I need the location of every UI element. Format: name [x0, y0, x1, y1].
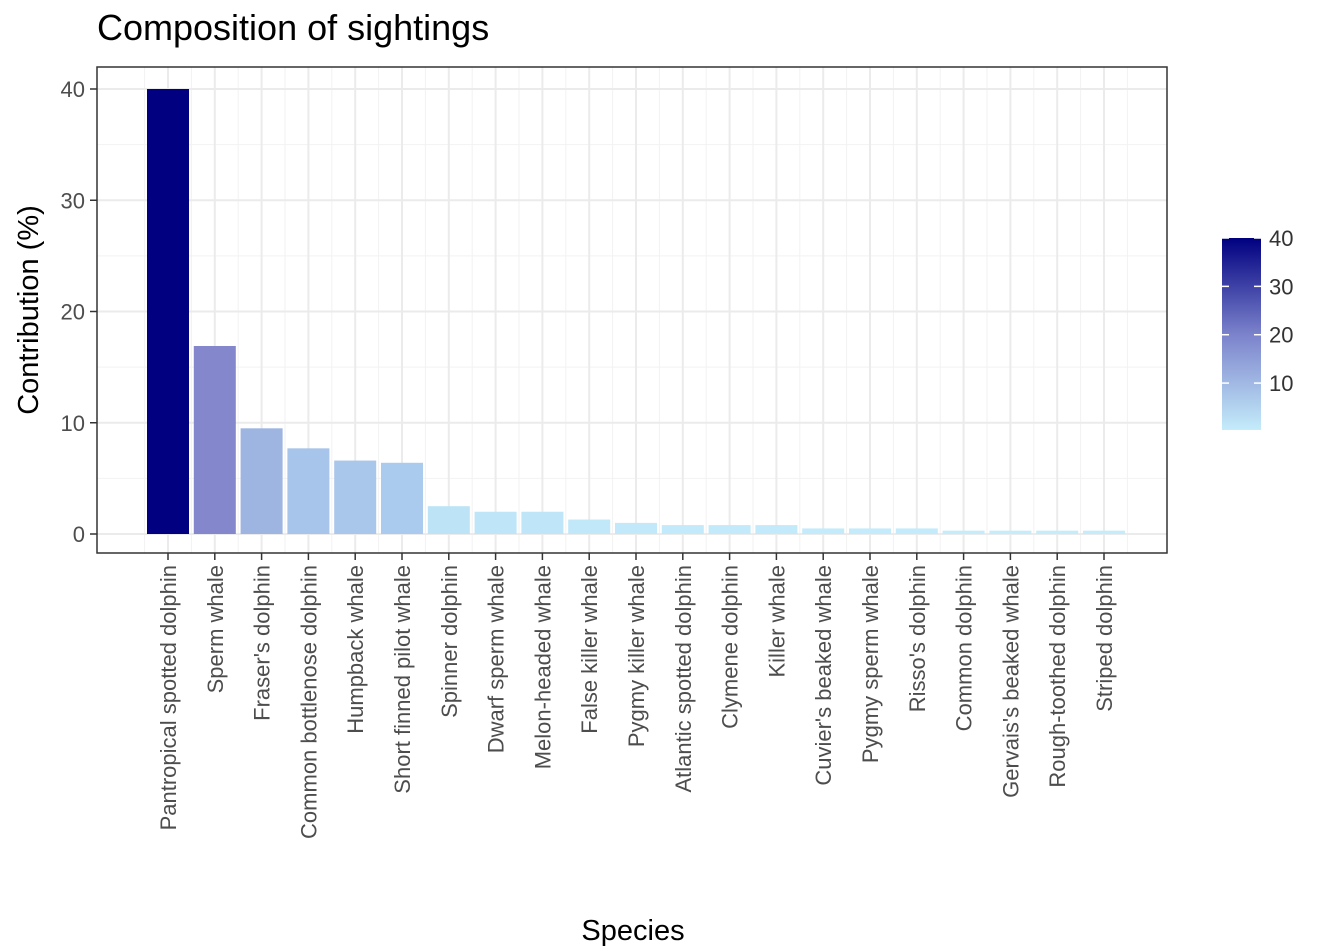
x-tick-label: Dwarf sperm whale [484, 565, 509, 753]
legend-label: 30 [1269, 274, 1293, 299]
bar [755, 525, 798, 534]
x-tick-label: Common dolphin [952, 565, 977, 731]
y-axis-title: Contribution (%) [13, 205, 45, 415]
bar [802, 528, 845, 534]
x-tick-label: Melon-headed whale [530, 565, 555, 769]
bar [1083, 530, 1125, 534]
x-tick-label: Spinner dolphin [437, 565, 462, 718]
bar [193, 345, 236, 534]
bar [989, 530, 1032, 534]
panel-border [96, 66, 1168, 554]
x-tick-label: Fraser's dolphin [250, 565, 275, 721]
legend-label: 20 [1269, 323, 1293, 348]
bar [895, 528, 938, 534]
x-tick-label: Short finned pilot whale [390, 565, 415, 794]
x-tick-label: Cuvier's beaked whale [811, 565, 836, 786]
bar [521, 511, 564, 534]
bar [942, 530, 985, 534]
x-tick-label: Clymene dolphin [718, 565, 743, 729]
plot-panel [96, 66, 1168, 554]
x-tick-label: Pantropical spotted dolphin [156, 565, 181, 830]
y-tick-label: 0 [73, 522, 85, 547]
x-axis: Pantropical spotted dolphin Sperm whale Fr… [156, 553, 1117, 839]
bar [849, 528, 891, 534]
bar [708, 525, 751, 534]
x-tick-label: Pygmy sperm whale [858, 565, 883, 763]
x-tick-label: Killer whale [764, 565, 789, 678]
bar [474, 511, 517, 534]
legend-label: 10 [1269, 371, 1293, 396]
legend-label: 40 [1269, 226, 1293, 251]
bar [240, 428, 283, 534]
bar [615, 522, 657, 534]
y-tick-label: 10 [61, 411, 85, 436]
chart-title: Composition of sightings [97, 7, 489, 48]
y-tick-label: 40 [61, 77, 85, 102]
bar [381, 462, 423, 534]
x-tick-label: False killer whale [577, 565, 602, 734]
x-tick-label: Humpback whale [343, 565, 368, 734]
y-axis: 0 10 20 30 40 [61, 77, 97, 547]
bar [661, 525, 704, 534]
x-tick-label: Risso's dolphin [905, 565, 930, 712]
bar [287, 448, 330, 534]
x-tick-label: Rough-toothed dolphin [1045, 565, 1070, 788]
x-tick-label: Common bottlenose dolphin [296, 565, 321, 839]
bar [427, 506, 470, 534]
x-tick-label: Pygmy killer whale [624, 565, 649, 747]
y-tick-label: 20 [61, 300, 85, 325]
bar [334, 460, 377, 534]
x-tick-label: Striped dolphin [1092, 565, 1117, 712]
bar [568, 519, 611, 534]
bar [1036, 530, 1079, 534]
y-tick-label: 30 [61, 188, 85, 213]
x-tick-label: Gervais's beaked whale [998, 565, 1023, 798]
color-legend: 10 20 30 40 [1222, 226, 1293, 430]
x-tick-label: Atlantic spotted dolphin [671, 565, 696, 793]
x-axis-title: Species [581, 915, 684, 947]
x-tick-label: Sperm whale [203, 565, 228, 693]
bar [147, 89, 189, 534]
